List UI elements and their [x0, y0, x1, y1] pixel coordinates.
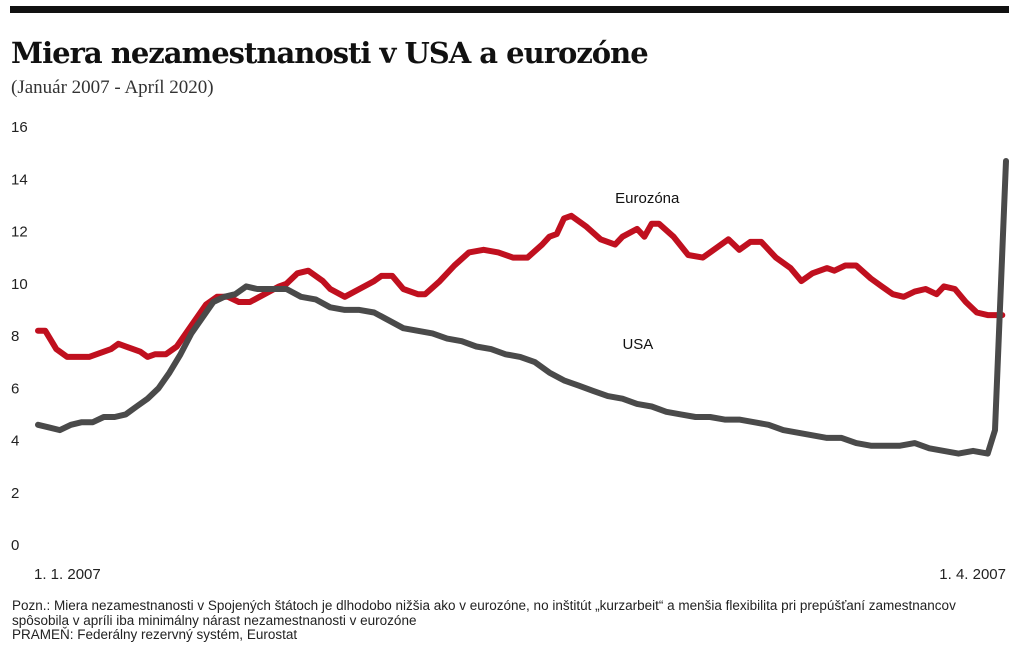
- y-axis: 0 2 4 6 8 10 12 14 16: [11, 119, 28, 554]
- y-tick-label: 14: [11, 171, 28, 188]
- y-tick-label: 6: [11, 380, 19, 397]
- y-tick-label: 12: [11, 224, 28, 241]
- x-tick-label: 1. 1. 2007: [34, 566, 101, 583]
- series-labels: Eurozóna USA: [615, 190, 680, 353]
- top-rule: [10, 6, 1009, 13]
- line-chart: 0 2 4 6 8 10 12 14 16 1. 1. 2007 1. 4. 2007 Euroz…: [11, 119, 1009, 583]
- chart-footer: Pozn.: Miera nezamestnanosti v Spojených…: [12, 598, 1012, 643]
- chart-subtitle: (Január 2007 - Apríl 2020): [11, 77, 214, 98]
- footnote: Pozn.: Miera nezamestnanosti v Spojených…: [12, 598, 956, 628]
- y-tick-label: 8: [11, 328, 19, 345]
- y-tick-label: 10: [11, 276, 28, 293]
- chart-title: Miera nezamestnanosti v USA a eurozóne: [11, 36, 649, 70]
- x-axis: 1. 1. 2007 1. 4. 2007: [34, 566, 1006, 583]
- source-note: PRAMEŇ: Federálny rezervný systém, Euros…: [12, 627, 298, 643]
- series-label-usa: USA: [622, 336, 653, 353]
- series-line-usa: [35, 158, 1009, 457]
- y-tick-label: 0: [11, 537, 19, 554]
- y-tick-label: 16: [11, 119, 28, 136]
- series-line-eurozona: [35, 212, 1006, 360]
- y-tick-label: 4: [11, 433, 19, 450]
- series-label-eurozona: Eurozóna: [615, 190, 680, 207]
- y-tick-label: 2: [11, 485, 19, 502]
- x-tick-label: 1. 4. 2007: [939, 566, 1006, 583]
- series-lines: [35, 158, 1009, 457]
